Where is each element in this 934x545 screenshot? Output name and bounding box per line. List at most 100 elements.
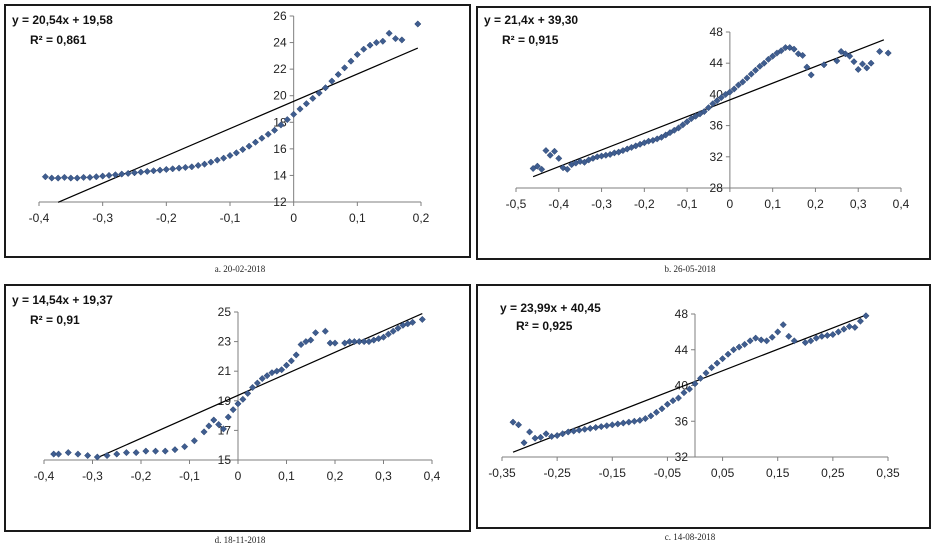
data-point <box>704 104 713 112</box>
data-point <box>863 64 871 72</box>
data-point <box>509 418 517 426</box>
data-point <box>379 333 388 341</box>
data-point <box>803 63 811 71</box>
data-point <box>142 447 150 455</box>
data-point <box>171 446 179 454</box>
data-point <box>210 416 218 424</box>
data-point <box>526 428 534 436</box>
y-tick-label: 48 <box>675 307 689 321</box>
data-point <box>60 173 69 181</box>
data-point <box>555 154 563 162</box>
data-point <box>542 430 550 438</box>
data-point <box>391 35 400 43</box>
x-tick-label: 0,4 <box>424 469 441 483</box>
data-point <box>84 452 92 460</box>
data-point <box>200 428 208 436</box>
data-point <box>347 57 355 65</box>
data-point <box>674 394 683 402</box>
data-point <box>533 162 541 170</box>
caption-a: a. 20-02-2018 <box>214 264 266 274</box>
data-point <box>785 332 793 340</box>
data-point <box>54 450 63 458</box>
data-point <box>559 164 567 172</box>
data-point <box>194 161 202 170</box>
caption-d: d. 18-11-2018 <box>214 535 266 545</box>
x-tick-label: 0,05 <box>711 466 735 480</box>
data-point <box>283 116 291 124</box>
data-point <box>190 437 198 445</box>
data-point <box>713 359 721 367</box>
data-point <box>764 55 772 63</box>
data-point <box>341 64 349 72</box>
data-point <box>630 417 638 425</box>
y-tick-label: 25 <box>218 305 232 319</box>
data-point <box>707 364 716 372</box>
data-point <box>576 157 584 166</box>
data-point <box>290 110 298 118</box>
data-point <box>130 169 139 177</box>
y-tick-label: 32 <box>675 450 689 464</box>
trend-line <box>57 47 419 203</box>
data-point <box>385 29 393 37</box>
data-point <box>550 147 559 155</box>
x-tick-label: 0 <box>727 197 734 211</box>
data-point <box>239 145 247 154</box>
data-point <box>702 369 710 377</box>
data-point <box>409 318 417 326</box>
data-point <box>700 108 708 116</box>
x-tick-label: -0,2 <box>156 211 177 225</box>
data-point <box>850 58 858 66</box>
y-tick-label: 26 <box>273 9 287 23</box>
x-tick-label: -0,4 <box>29 211 50 225</box>
data-point <box>779 321 787 329</box>
data-point <box>548 432 556 440</box>
data-point <box>263 372 271 380</box>
x-tick-label: 0,3 <box>850 197 867 211</box>
chart-panel-a <box>4 4 471 258</box>
data-point <box>717 93 725 102</box>
data-point <box>118 170 126 178</box>
data-point <box>854 65 862 73</box>
data-point <box>258 134 266 142</box>
x-tick-label: -0,25 <box>543 466 571 480</box>
data-point <box>845 322 853 331</box>
data-point <box>287 357 295 365</box>
y-tick-label: 21 <box>218 364 232 378</box>
data-point <box>757 336 765 344</box>
x-tick-label: 0 <box>290 211 297 225</box>
data-point <box>99 172 107 180</box>
data-point <box>64 449 72 457</box>
data-point <box>205 422 213 430</box>
data-point <box>559 430 567 438</box>
data-point <box>867 59 875 67</box>
data-point <box>248 383 257 392</box>
data-point <box>315 89 323 97</box>
data-point <box>774 328 782 336</box>
data-point <box>592 423 600 432</box>
data-point <box>271 126 279 134</box>
data-point <box>103 452 111 460</box>
data-point <box>691 380 699 388</box>
data-point <box>372 39 380 47</box>
data-point <box>124 169 132 177</box>
y-tick-label: 40 <box>675 379 689 393</box>
data-point <box>840 325 848 333</box>
data-point <box>321 327 329 335</box>
caption-b: b. 26-05-2018 <box>664 264 716 274</box>
data-point <box>309 94 317 102</box>
x-tick-label: -0,15 <box>599 466 627 480</box>
data-point <box>307 336 315 344</box>
data-point <box>724 350 732 358</box>
data-point <box>67 174 75 182</box>
data-point <box>597 423 605 431</box>
data-point <box>752 66 760 74</box>
data-point <box>143 167 151 175</box>
data-point <box>542 147 550 155</box>
data-point <box>614 420 622 428</box>
data-point <box>514 421 523 429</box>
data-point <box>73 174 81 182</box>
data-point <box>297 341 305 349</box>
y-tick-label: 28 <box>710 181 724 195</box>
data-point <box>175 164 183 172</box>
trend-line <box>512 314 867 453</box>
